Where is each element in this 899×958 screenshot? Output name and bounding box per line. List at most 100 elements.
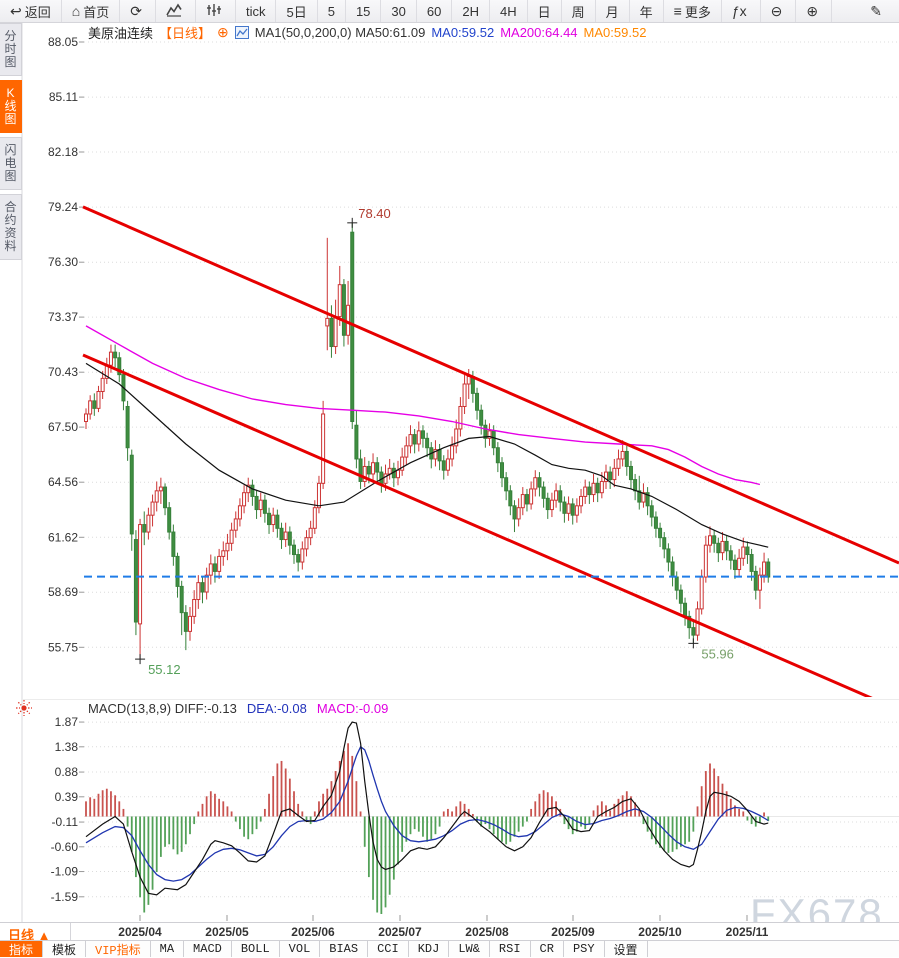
toolbar-item-label: 周 (571, 4, 585, 20)
line-chart-button[interactable] (156, 0, 196, 22)
x-axis-label: 2025/10 (638, 925, 682, 939)
tf-4h[interactable]: 4H (490, 0, 528, 22)
more-icon: ≡ (673, 3, 682, 19)
tf-2h[interactable]: 2H (452, 0, 490, 22)
ma0-blue-label: MA0:59.52 (431, 25, 495, 40)
ma-chart-icon (234, 26, 249, 39)
ma50-line (85, 362, 769, 548)
x-axis-label: 2025/05 (205, 925, 249, 939)
divider (70, 923, 71, 941)
indicator-settings-sun-icon[interactable] (15, 699, 33, 717)
refresh-icon: ⟳ (130, 3, 142, 19)
tf-30[interactable]: 30 (381, 0, 417, 22)
fx-button[interactable]: ƒx (722, 0, 761, 22)
toolbar-item-label: 15 (355, 3, 371, 19)
tab-lw[interactable]: LW& (449, 941, 490, 957)
channel-line-upper (82, 205, 899, 565)
tf-week[interactable]: 周 (562, 0, 596, 22)
price-axis-label: 88.05 (48, 35, 78, 49)
price-axis-label: 85.11 (49, 90, 78, 104)
price-axis-label: 70.43 (48, 365, 78, 379)
candle-chart-icon (206, 3, 222, 19)
macd-diff-line (85, 721, 769, 896)
macd-axis-label: -0.60 (51, 840, 79, 854)
zoom-in-icon: ⊕ (806, 3, 819, 19)
price-axis-label: 55.75 (48, 640, 78, 654)
toolbar-item-label: 60 (426, 3, 442, 19)
home-button[interactable]: ⌂ 首页 (62, 0, 121, 22)
sidebar-tab-contract-info[interactable]: 合约资料 (0, 194, 22, 260)
price-annotation: 55.96 (701, 646, 734, 661)
macd-axis-label: 0.88 (55, 765, 79, 779)
tf-5[interactable]: 5 (318, 0, 346, 22)
tab-settings[interactable]: 设置 (605, 941, 648, 958)
back-button[interactable]: ↩ 返回 (0, 0, 62, 22)
trend-channel[interactable] (82, 205, 899, 710)
tf-60[interactable]: 60 (417, 0, 453, 22)
tab-psy[interactable]: PSY (564, 941, 605, 957)
tab-bias[interactable]: BIAS (320, 941, 369, 957)
toolbar-item-label: 首页 (83, 4, 110, 20)
toolbar-item-label: 年 (639, 4, 653, 20)
macd-dea-line (85, 745, 769, 882)
tab-macd[interactable]: MACD (184, 941, 232, 957)
tab-cci[interactable]: CCI (368, 941, 409, 957)
symbol-name: 美原油连续 (88, 26, 154, 41)
ma200-label: MA200:64.44 (500, 25, 578, 40)
zoom-in-button[interactable]: ⊕ (796, 0, 833, 22)
fx-icon: ƒx (731, 3, 747, 19)
draw-button[interactable]: ✎ (860, 0, 899, 22)
macd-axis-label: 0.39 (55, 790, 79, 804)
ma0-orange-label: MA0:59.52 (583, 25, 647, 40)
tf-tick[interactable]: tick (236, 0, 277, 22)
macd-axis-label: 1.38 (55, 740, 79, 754)
add-indicator-icon[interactable]: ⊕ (217, 24, 229, 40)
candles-layer (84, 222, 771, 660)
tab-ma[interactable]: MA (151, 941, 185, 957)
tab-indicator[interactable]: 指标 (0, 941, 44, 958)
toolbar-item-label: 日 (537, 4, 551, 20)
tab-vip-indicator[interactable]: VIP指标 (86, 941, 151, 958)
tab-kdj[interactable]: KDJ (409, 941, 450, 957)
more-button[interactable]: ≡ 更多 (664, 0, 722, 22)
month-ticks (139, 915, 748, 921)
macd-axis-label: -1.09 (51, 865, 79, 879)
tab-vol[interactable]: VOL (280, 941, 321, 957)
x-axis-label: 2025/11 (725, 925, 769, 939)
macd-axis-label: -1.59 (51, 890, 79, 904)
toolbar-item-label: 月 (605, 4, 619, 20)
toolbar-item-label: 5日 (286, 4, 307, 20)
tab-cr[interactable]: CR (531, 941, 564, 957)
tf-day[interactable]: 日 (528, 0, 562, 22)
tf-5day[interactable]: 5日 (276, 0, 318, 22)
tab-rsi[interactable]: RSI (490, 941, 531, 957)
tab-template[interactable]: 模板 (43, 941, 87, 958)
date-axis-row: 日线 ▲ 2025/04 2025/05 2025/06 2025/07 2025/08… (0, 922, 899, 943)
sidebar-tab-time-chart[interactable]: 分时图 (0, 23, 22, 76)
draw-icon: ✎ (870, 3, 882, 19)
channel-line-lower (82, 353, 873, 697)
sidebar-tab-lightning-chart[interactable]: 闪电图 (0, 137, 22, 190)
toolbar-item-label: 更多 (684, 4, 711, 20)
price-axis-label: 67.50 (48, 420, 78, 434)
refresh-button[interactable]: ⟳ (120, 0, 156, 22)
period-selector[interactable]: 日线 ▲ (8, 928, 51, 943)
price-axis-label: 61.62 (48, 530, 78, 544)
price-axis-label: 58.69 (48, 585, 78, 599)
price-axis-label: 76.30 (48, 255, 78, 269)
tab-boll[interactable]: BOLL (232, 941, 280, 957)
macd-axis: 1.87 1.38 0.88 0.39 -0.11 -0.60 -1.09 -1.59 (51, 715, 899, 904)
price-axis: 88.05 85.11 82.18 79.24 76.30 73.37 70.43 67.50… (48, 35, 899, 654)
tf-15[interactable]: 15 (346, 0, 382, 22)
bottom-toolbar: 指标 模板 VIP指标 MA MACD BOLL VOL BIAS CCI KDJ LW& RSI CR… (0, 940, 899, 958)
tf-month[interactable]: 月 (596, 0, 630, 22)
tf-year[interactable]: 年 (630, 0, 664, 22)
toolbar-item-label: 返回 (24, 4, 51, 20)
price-annotations: 78.40 55.12 55.96 (135, 206, 734, 677)
zoom-out-button[interactable]: ⊖ (761, 0, 797, 22)
candle-chart-button[interactable] (196, 0, 236, 22)
